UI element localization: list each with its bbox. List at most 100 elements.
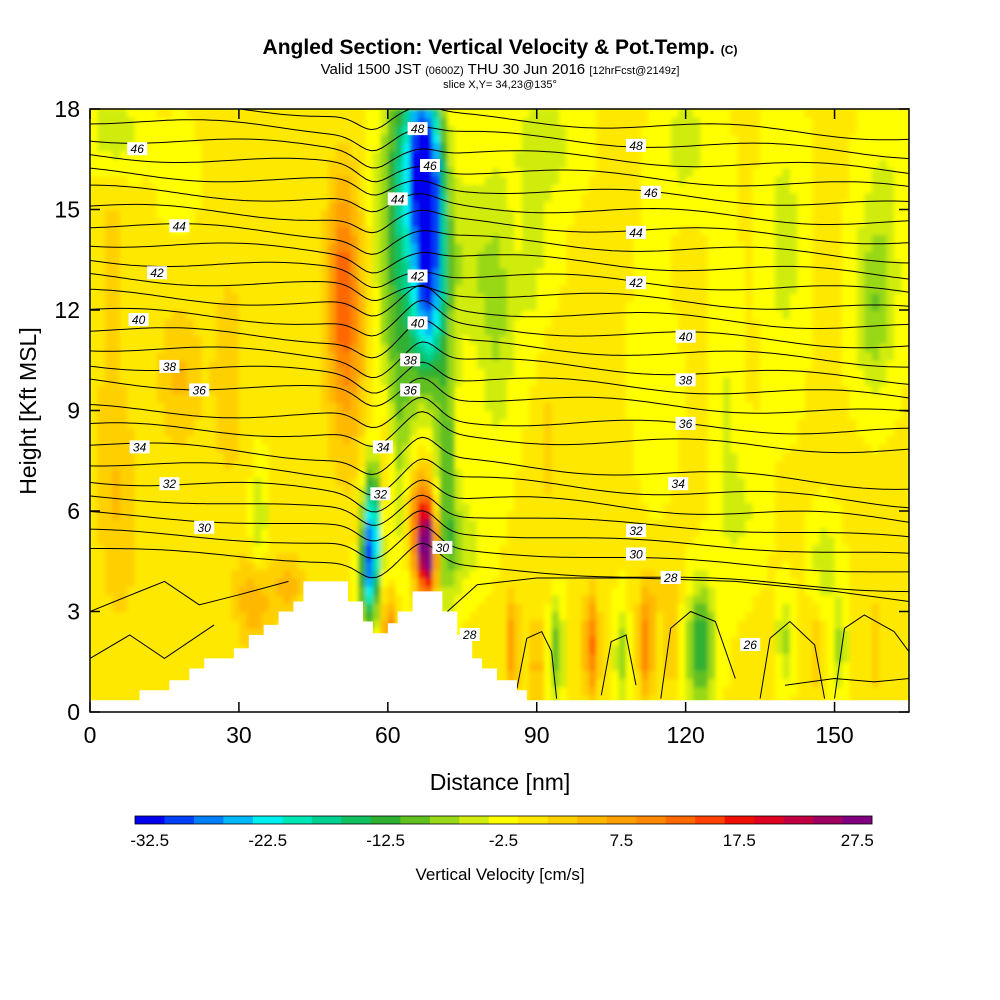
heatmap-cell bbox=[521, 368, 530, 378]
heatmap-cell bbox=[462, 377, 471, 386]
heatmap-cell bbox=[343, 368, 352, 378]
heatmap-cell bbox=[551, 444, 560, 453]
heatmap-cell bbox=[715, 661, 724, 671]
heatmap-cell bbox=[358, 469, 367, 479]
heatmap-cell bbox=[856, 402, 865, 412]
heatmap-cell bbox=[685, 552, 694, 562]
heatmap-cell bbox=[730, 636, 739, 646]
heatmap-cell bbox=[97, 536, 106, 546]
heatmap-cell bbox=[633, 485, 642, 495]
heatmap-cell bbox=[313, 335, 322, 345]
heatmap-cell bbox=[506, 460, 515, 470]
heatmap-cell bbox=[238, 544, 247, 554]
heatmap-cell bbox=[648, 519, 657, 529]
heatmap-cell bbox=[670, 678, 679, 688]
heatmap-cell bbox=[797, 603, 806, 613]
heatmap-cell bbox=[395, 485, 404, 495]
heatmap-cell bbox=[529, 477, 538, 487]
heatmap-cell bbox=[209, 653, 218, 663]
heatmap-cell bbox=[127, 494, 136, 504]
heatmap-cell bbox=[268, 536, 277, 546]
heatmap-cell bbox=[410, 444, 419, 453]
heatmap-cell bbox=[335, 477, 344, 487]
heatmap-cell bbox=[447, 377, 456, 386]
heatmap-cell bbox=[380, 435, 389, 445]
heatmap-cell bbox=[856, 695, 865, 705]
heatmap-cell bbox=[253, 335, 262, 345]
heatmap-cell bbox=[767, 477, 776, 487]
heatmap-cell bbox=[514, 452, 523, 462]
heatmap-cell bbox=[231, 435, 240, 445]
heatmap-cell bbox=[760, 343, 769, 353]
heatmap-cell bbox=[849, 519, 858, 529]
heatmap-cell bbox=[253, 385, 262, 395]
heatmap-cell bbox=[343, 393, 352, 403]
heatmap-cell bbox=[484, 586, 493, 596]
heatmap-cell bbox=[573, 628, 582, 638]
heatmap-cell bbox=[737, 678, 746, 688]
valid-zulu: (0600Z) bbox=[425, 65, 464, 77]
heatmap-cell bbox=[812, 368, 821, 378]
heatmap-cell bbox=[812, 502, 821, 512]
heatmap-cell bbox=[216, 469, 225, 479]
heatmap-cell bbox=[469, 469, 478, 479]
heatmap-cell bbox=[395, 410, 404, 420]
heatmap-cell bbox=[581, 444, 590, 453]
heatmap-cell bbox=[871, 435, 880, 445]
heatmap-cell bbox=[149, 410, 158, 420]
heatmap-cell bbox=[737, 661, 746, 671]
heatmap-cell bbox=[573, 435, 582, 445]
heatmap-cell bbox=[499, 527, 508, 537]
heatmap-cell bbox=[767, 661, 776, 671]
heatmap-cell bbox=[261, 494, 270, 504]
heatmap-cell bbox=[104, 469, 113, 479]
heatmap-cell bbox=[827, 636, 836, 646]
heatmap-cell bbox=[425, 444, 434, 453]
heatmap-cell bbox=[291, 544, 300, 554]
heatmap-cell bbox=[157, 511, 166, 520]
heatmap-cell bbox=[514, 670, 523, 680]
heatmap-cell bbox=[484, 594, 493, 604]
heatmap-cell bbox=[231, 368, 240, 378]
heatmap-cell bbox=[693, 402, 702, 412]
heatmap-cell bbox=[343, 410, 352, 420]
heatmap-cell bbox=[134, 477, 143, 487]
heatmap-cell bbox=[752, 611, 761, 621]
heatmap-cell bbox=[760, 686, 769, 696]
heatmap-cell bbox=[879, 661, 888, 671]
heatmap-cell bbox=[432, 335, 441, 345]
heatmap-cell bbox=[879, 611, 888, 621]
heatmap-cell bbox=[588, 661, 597, 671]
heatmap-cell bbox=[119, 653, 128, 663]
heatmap-cell bbox=[879, 603, 888, 613]
heatmap-cell bbox=[544, 360, 553, 370]
heatmap-cell bbox=[700, 485, 709, 495]
heatmap-cell bbox=[216, 611, 225, 621]
heatmap-cell bbox=[462, 418, 471, 428]
heatmap-cell bbox=[372, 402, 381, 412]
heatmap-cell bbox=[745, 594, 754, 604]
heatmap-cell bbox=[626, 678, 635, 688]
heatmap-cell bbox=[104, 460, 113, 470]
heatmap-cell bbox=[730, 360, 739, 370]
heatmap-cell bbox=[849, 527, 858, 537]
heatmap-cell bbox=[372, 393, 381, 403]
heatmap-cell bbox=[618, 653, 627, 663]
heatmap-cell bbox=[797, 686, 806, 696]
heatmap-cell bbox=[529, 619, 538, 629]
heatmap-cell bbox=[730, 544, 739, 554]
heatmap-cell bbox=[313, 410, 322, 420]
heatmap-cell bbox=[730, 695, 739, 705]
heatmap-cell bbox=[380, 460, 389, 470]
heatmap-cell bbox=[238, 444, 247, 453]
heatmap-cell bbox=[395, 477, 404, 487]
heatmap-cell bbox=[804, 427, 813, 437]
heatmap-cell bbox=[514, 611, 523, 621]
heatmap-cell bbox=[745, 678, 754, 688]
heatmap-cell bbox=[313, 418, 322, 428]
heatmap-cell bbox=[142, 586, 151, 596]
heatmap-cell bbox=[216, 527, 225, 537]
heatmap-cell bbox=[179, 569, 188, 579]
heatmap-cell bbox=[305, 444, 314, 453]
